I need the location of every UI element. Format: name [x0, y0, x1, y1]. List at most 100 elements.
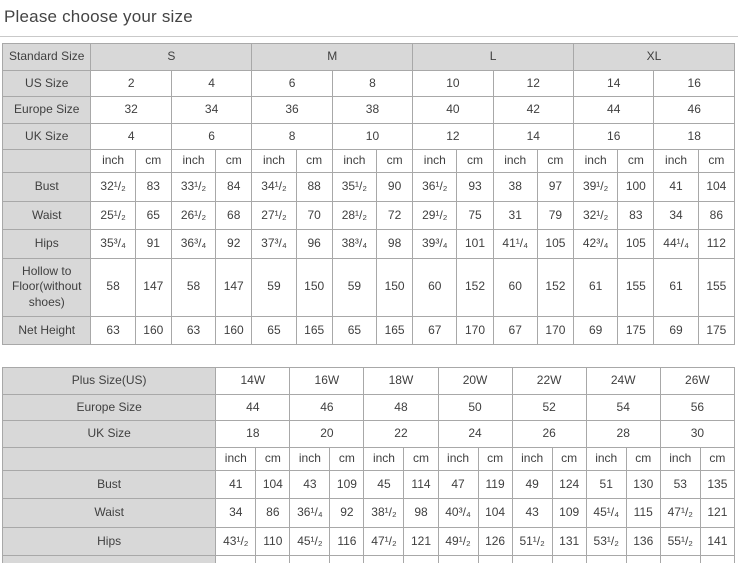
- unit-cell: inch: [363, 446, 405, 471]
- value-cell: 35¹/₂: [331, 171, 377, 202]
- value-cell: 36¹/₂: [412, 171, 458, 202]
- value-cell: 48: [363, 393, 439, 422]
- value-cell: 67: [412, 315, 458, 346]
- value-cell: 18: [215, 420, 291, 448]
- value-cell: 12: [492, 69, 575, 98]
- value-cell: 69: [653, 315, 699, 346]
- value-cell: 104: [697, 171, 736, 202]
- value-cell: 18W: [363, 367, 439, 395]
- table-row-europe-size: Europe Size 44 46 48 50 52 54 56: [1, 393, 736, 422]
- value-cell: 61: [289, 555, 331, 563]
- unit-cell: cm: [255, 446, 291, 471]
- value-cell: 41¹/₄: [492, 229, 538, 259]
- value-cell: 26¹/₂: [170, 200, 217, 231]
- unit-cell: cm: [295, 149, 333, 173]
- value-cell: 152: [456, 257, 494, 317]
- value-cell: 50: [437, 393, 513, 422]
- value-cell: 170: [536, 315, 575, 346]
- page-title: Please choose your size: [4, 7, 193, 26]
- row-label: [1, 446, 217, 471]
- value-cell: 26W: [659, 367, 736, 395]
- value-cell: 121: [403, 526, 439, 557]
- value-cell: 61: [215, 555, 257, 563]
- value-cell: 59: [251, 257, 297, 317]
- table-row-hips: Hips 43¹/₂ 110 45¹/₂ 116 47¹/₂ 121 49¹/₂ 126 51¹/…: [1, 526, 736, 557]
- unit-cell: inch: [585, 446, 627, 471]
- row-label: Waist: [1, 200, 92, 231]
- value-cell: 56: [659, 393, 736, 422]
- value-cell: 114: [403, 469, 439, 500]
- value-cell: 155: [625, 555, 661, 563]
- value-cell: 68: [215, 200, 253, 231]
- value-cell: 45: [363, 469, 405, 500]
- unit-cell: cm: [375, 149, 414, 173]
- value-cell: M: [251, 43, 414, 71]
- value-cell: 14W: [215, 367, 291, 395]
- value-cell: 155: [617, 257, 655, 317]
- unit-cell: inch: [170, 149, 217, 173]
- value-cell: 39¹/₂: [573, 171, 619, 202]
- value-cell: 14: [492, 122, 575, 151]
- value-cell: 92: [329, 498, 365, 528]
- value-cell: 10: [331, 122, 414, 151]
- value-cell: 47¹/₂: [659, 498, 701, 528]
- value-cell: 141: [699, 526, 736, 557]
- value-cell: 121: [699, 498, 736, 528]
- row-label: Hips: [1, 229, 92, 259]
- table-row-units-row: inch cm inch cm inch cm inch cm inch cm inch cm inch…: [1, 149, 736, 173]
- value-cell: 65: [331, 315, 377, 346]
- value-cell: 43: [289, 469, 331, 500]
- value-cell: 6: [251, 69, 333, 98]
- plus-size-table: Plus Size(US) 14W 16W 18W 20W 22W 24W 26W Europe…: [1, 367, 736, 563]
- value-cell: 32¹/₂: [90, 171, 136, 202]
- value-cell: XL: [573, 43, 735, 71]
- table-row-waist: Waist 25¹/₂ 65 26¹/₂ 68 27¹/₂ 70 28¹/₂ 72 29¹/₂ 75…: [1, 200, 736, 231]
- value-cell: 18: [653, 122, 735, 151]
- value-cell: 8: [331, 69, 414, 98]
- value-cell: 53¹/₂: [585, 526, 627, 557]
- value-cell: 38: [331, 96, 414, 124]
- value-cell: 109: [329, 469, 365, 500]
- value-cell: 70: [295, 200, 333, 231]
- row-label: Hips: [1, 526, 217, 557]
- value-cell: 35³/₄: [90, 229, 136, 259]
- value-cell: 28¹/₂: [331, 200, 377, 231]
- value-cell: 34: [170, 96, 253, 124]
- value-cell: 61: [653, 257, 699, 317]
- unit-cell: cm: [134, 149, 172, 173]
- value-cell: 155: [255, 555, 291, 563]
- value-cell: 44¹/₄: [653, 229, 699, 259]
- value-cell: 101: [456, 229, 494, 259]
- value-cell: 72: [375, 200, 414, 231]
- unit-cell: inch: [90, 149, 136, 173]
- value-cell: 54: [585, 393, 661, 422]
- value-cell: 14: [573, 69, 655, 98]
- row-label: Hollow to Floor(without shoes): [1, 257, 92, 317]
- value-cell: 32: [90, 96, 172, 124]
- value-cell: 67: [492, 315, 538, 346]
- value-cell: 6: [170, 122, 253, 151]
- value-cell: 16W: [289, 367, 365, 395]
- row-label: Europe Size: [1, 96, 92, 124]
- value-cell: 96: [295, 229, 333, 259]
- value-cell: 104: [255, 469, 291, 500]
- value-cell: 24: [437, 420, 513, 448]
- row-label: Standard Size: [1, 43, 92, 71]
- table-row-bust: Bust 32¹/₂ 83 33¹/₂ 84 34¹/₂ 88 35¹/₂ 90 36¹/₂ 93 3…: [1, 171, 736, 202]
- value-cell: 155: [699, 555, 736, 563]
- value-cell: 84: [215, 171, 253, 202]
- value-cell: 34: [653, 200, 699, 231]
- value-cell: 152: [536, 257, 575, 317]
- value-cell: 45¹/₄: [585, 498, 627, 528]
- value-cell: 155: [403, 555, 439, 563]
- unit-cell: cm: [215, 149, 253, 173]
- value-cell: 4: [170, 69, 253, 98]
- value-cell: 65: [134, 200, 172, 231]
- table-row-units-row: inch cm inch cm inch cm inch cm inch cm inch cm inch…: [1, 446, 736, 471]
- value-cell: 58: [170, 257, 217, 317]
- value-cell: 22W: [511, 367, 587, 395]
- value-cell: 112: [697, 229, 736, 259]
- value-cell: 170: [456, 315, 494, 346]
- row-label: Plus Size(US): [1, 367, 217, 395]
- value-cell: 41: [215, 469, 257, 500]
